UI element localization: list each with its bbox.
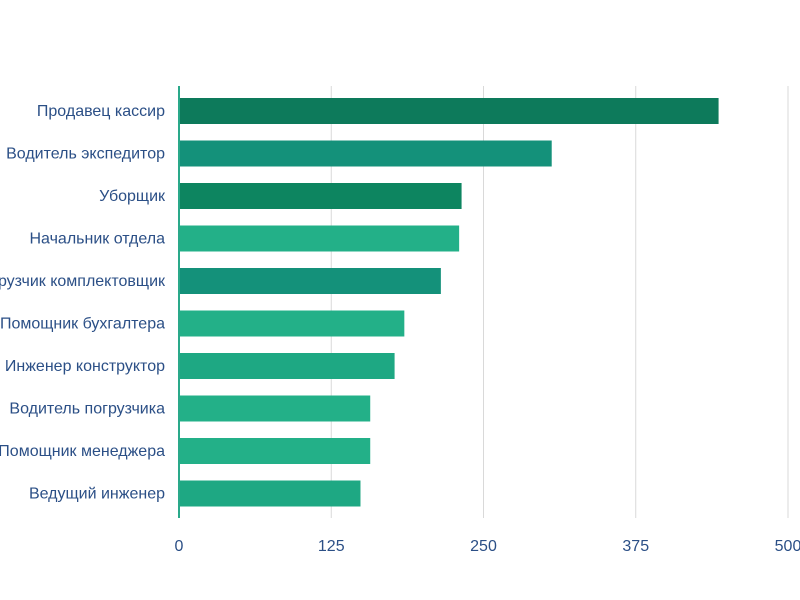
bar: [179, 98, 719, 124]
x-tick-label: 125: [318, 538, 345, 555]
x-tick-label: 375: [622, 538, 649, 555]
x-tick-label: 0: [175, 538, 184, 555]
category-label: Начальник отдела: [29, 231, 165, 248]
category-label: Помощник бухгалтера: [0, 316, 165, 333]
bar: [179, 480, 361, 507]
bar: [179, 353, 395, 379]
bar: [179, 268, 441, 294]
category-label: Уборщик: [99, 188, 166, 205]
category-label: Водитель погрузчика: [9, 401, 165, 418]
category-label: Продавец кассир: [37, 103, 165, 120]
bars: [179, 98, 719, 507]
bar: [179, 310, 405, 337]
x-tick-label: 500: [775, 538, 800, 555]
bar: [179, 183, 462, 209]
category-label: Ведущий инженер: [29, 486, 165, 503]
category-labels: Продавец кассир Водитель экспедитор Уборщи…: [0, 103, 166, 503]
category-label: Инженер конструктор: [5, 358, 165, 375]
category-label: Грузчик комплектовщик: [0, 273, 166, 290]
bar: [179, 395, 371, 422]
bar: [179, 140, 552, 167]
x-tick-labels: 0 125 250 375 500: [175, 538, 800, 555]
bar: [179, 438, 371, 464]
x-tick-label: 250: [470, 538, 497, 555]
category-label: Помощник менеджера: [0, 443, 165, 460]
bar: [179, 225, 460, 252]
category-label: Водитель экспедитор: [6, 146, 165, 163]
